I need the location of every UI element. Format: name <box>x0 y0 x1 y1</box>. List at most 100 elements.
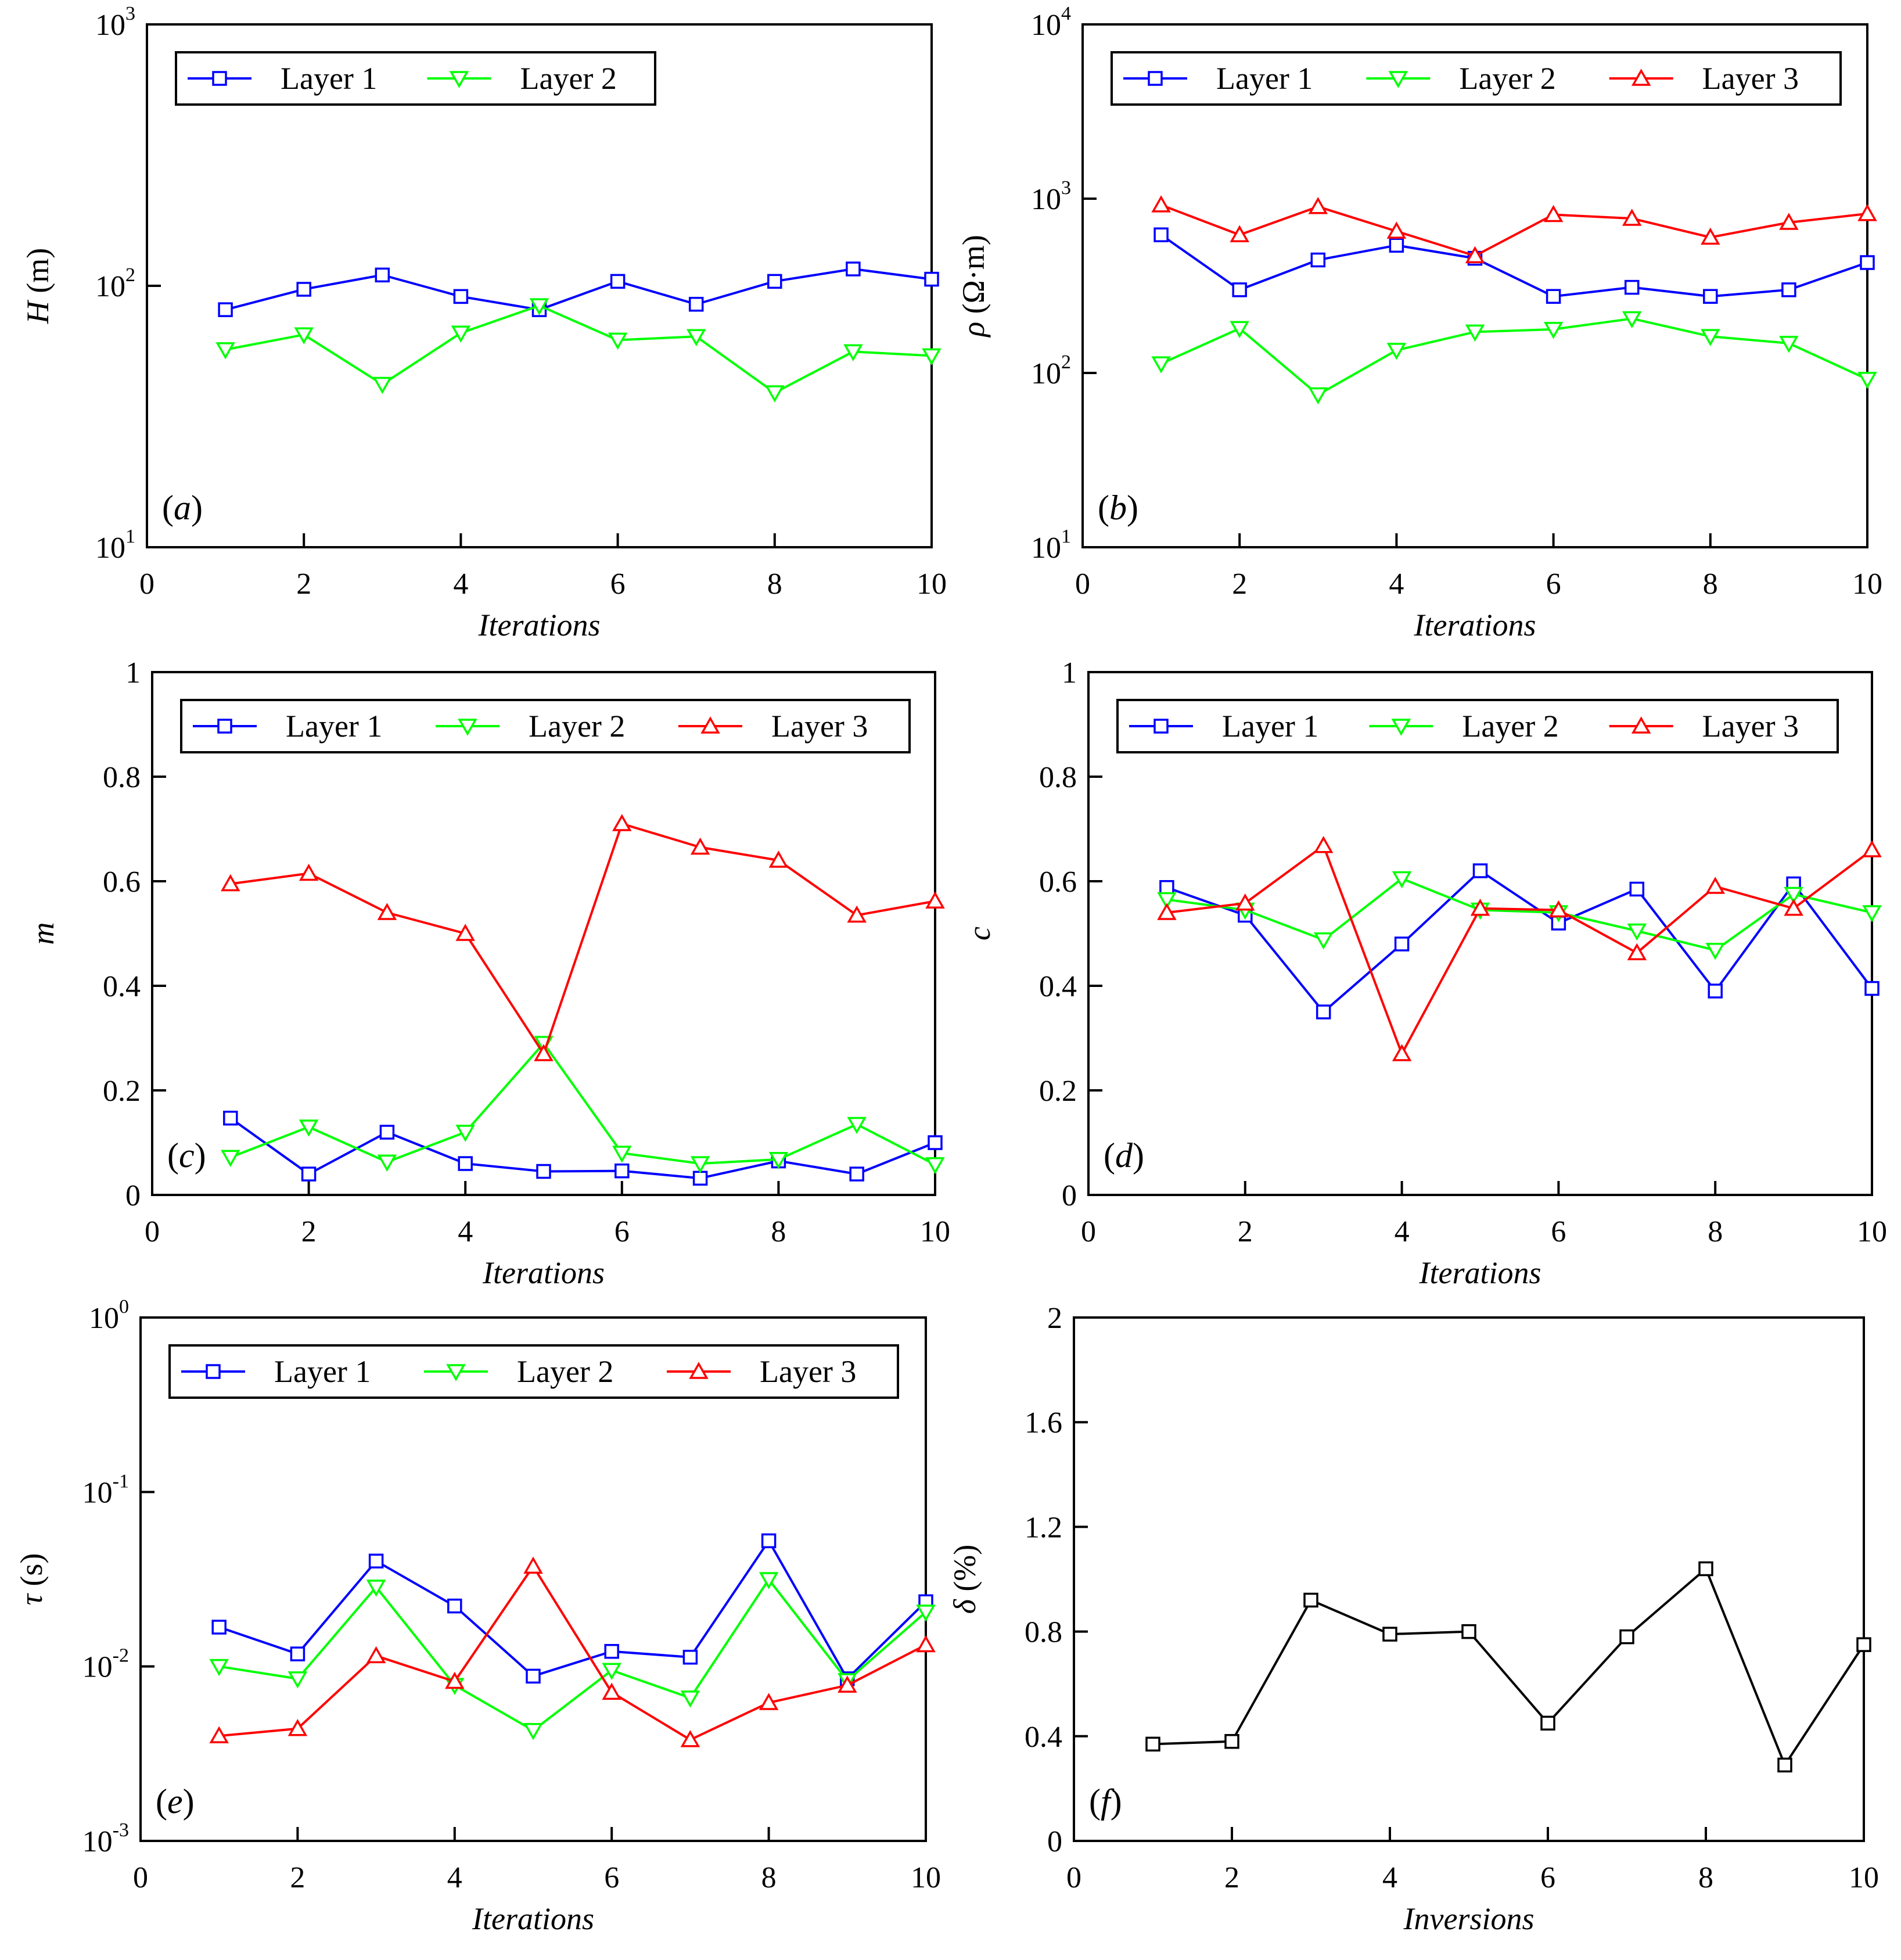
panel-e: 0 2 4 6 8 10 10-3 10-2 10-1 100 Iterations τ (s) Lay… <box>14 1296 941 1936</box>
data-point <box>1624 279 1640 295</box>
data-point <box>288 1719 308 1736</box>
x-tick-label: 8 <box>1703 568 1718 601</box>
data-point <box>692 1171 708 1186</box>
data-point <box>690 1156 710 1173</box>
data-point <box>1779 336 1799 353</box>
data-point <box>847 905 867 923</box>
y-tick-label: 104 <box>1031 3 1071 42</box>
x-tick-label: 2 <box>290 1861 305 1894</box>
data-point <box>1386 221 1407 239</box>
data-point <box>523 1556 543 1574</box>
data-point <box>916 1635 936 1653</box>
legend-marker <box>1391 719 1411 736</box>
y-tick-label: 0.2 <box>1039 1075 1077 1108</box>
data-point <box>768 1152 789 1169</box>
data-point <box>209 1659 229 1677</box>
data-point <box>377 1154 397 1172</box>
data-point <box>916 1604 936 1622</box>
data-point <box>1629 881 1645 897</box>
data-point <box>1224 1734 1239 1749</box>
y-tick-label: 0.4 <box>103 970 141 1003</box>
data-point <box>768 850 789 868</box>
data-point <box>377 903 397 920</box>
legend-label: Layer 2 <box>1462 709 1558 744</box>
data-point <box>686 329 706 346</box>
data-point <box>221 874 240 892</box>
x-tick-label: 4 <box>1382 1861 1397 1894</box>
series-line-3 <box>1166 844 1873 1055</box>
series-line-3 <box>230 823 936 1055</box>
data-point <box>290 1646 306 1661</box>
data-point <box>451 325 471 343</box>
data-point <box>458 1156 473 1171</box>
x-tick-label: 8 <box>771 1215 786 1248</box>
data-point <box>1313 836 1334 853</box>
data-point <box>1310 252 1326 268</box>
y-tick-label: 101 <box>95 526 135 565</box>
legend-label: Layer 1 <box>1216 61 1313 96</box>
series-line-3 <box>1160 203 1868 257</box>
x-tick-label: 0 <box>139 568 154 601</box>
data-point <box>610 274 626 289</box>
y-tick-label: 0.8 <box>1025 1616 1062 1649</box>
data-point <box>838 1675 857 1693</box>
data-point <box>602 1663 621 1681</box>
data-point <box>1779 213 1799 230</box>
y-axis-label: H (m) <box>20 248 55 324</box>
data-point <box>1308 196 1328 214</box>
panel-label: (f) <box>1089 1782 1122 1821</box>
data-point <box>1862 905 1882 922</box>
data-point <box>847 1117 867 1135</box>
data-point <box>529 298 549 315</box>
data-point <box>843 344 863 362</box>
data-point <box>767 274 782 289</box>
series-line-1 <box>225 267 932 311</box>
legend-box <box>180 699 911 753</box>
x-tick-label: 8 <box>1708 1215 1723 1248</box>
y-tick-label: 0.6 <box>1039 866 1077 899</box>
data-point <box>1382 1627 1397 1642</box>
panel-label: (c) <box>167 1136 206 1175</box>
data-point <box>366 1580 386 1597</box>
data-point <box>1145 1736 1160 1752</box>
y-tick-label: 100 <box>89 1296 129 1335</box>
plot-frame <box>1081 23 1868 548</box>
x-axis-label: Iterations <box>472 1901 594 1936</box>
series-line-1 <box>229 1117 936 1180</box>
panel-a: 0 2 4 6 8 10 101 102 103 Iterations H (m) Layer 1 La… <box>20 3 947 642</box>
data-point <box>925 891 945 909</box>
x-tick-label: 0 <box>1066 1861 1081 1894</box>
data-point <box>1781 282 1796 297</box>
legend-marker <box>217 719 232 734</box>
data-point <box>690 837 710 855</box>
data-point <box>1784 899 1803 916</box>
x-tick-label: 0 <box>133 1861 148 1894</box>
x-tick-label: 10 <box>1849 1861 1879 1894</box>
x-tick-label: 2 <box>301 1215 317 1248</box>
data-point <box>211 1620 227 1635</box>
data-point <box>1394 936 1410 952</box>
data-point <box>366 1646 386 1664</box>
data-point <box>1543 204 1564 222</box>
x-tick-label: 10 <box>917 568 947 601</box>
data-point <box>536 1164 551 1179</box>
data-point <box>218 302 233 317</box>
data-point <box>455 1125 475 1142</box>
data-point <box>680 1690 700 1708</box>
data-point <box>759 1693 779 1710</box>
x-tick-label: 2 <box>296 568 311 601</box>
x-tick-label: 10 <box>911 1861 941 1894</box>
data-point <box>1230 225 1249 243</box>
legend-label: Layer 3 <box>771 709 868 744</box>
y-tick-label: 1 <box>1062 656 1077 690</box>
x-axis-label: Iterations <box>1419 1255 1541 1290</box>
data-point <box>1151 195 1171 213</box>
panel-f: 0 2 4 6 8 10 0 0.4 0.8 1.2 1.6 2 Inversions δ (%) (f) <box>947 1302 1879 1936</box>
x-tick-label: 10 <box>920 1215 950 1248</box>
panel-c: 0 2 4 6 8 10 0 0.2 0.4 0.6 0.8 1 Iterations m Layer 1 L… <box>26 656 950 1290</box>
data-point <box>368 1553 384 1568</box>
legend-marker <box>449 71 469 88</box>
data-point <box>1627 943 1647 961</box>
data-point <box>1540 1715 1555 1731</box>
